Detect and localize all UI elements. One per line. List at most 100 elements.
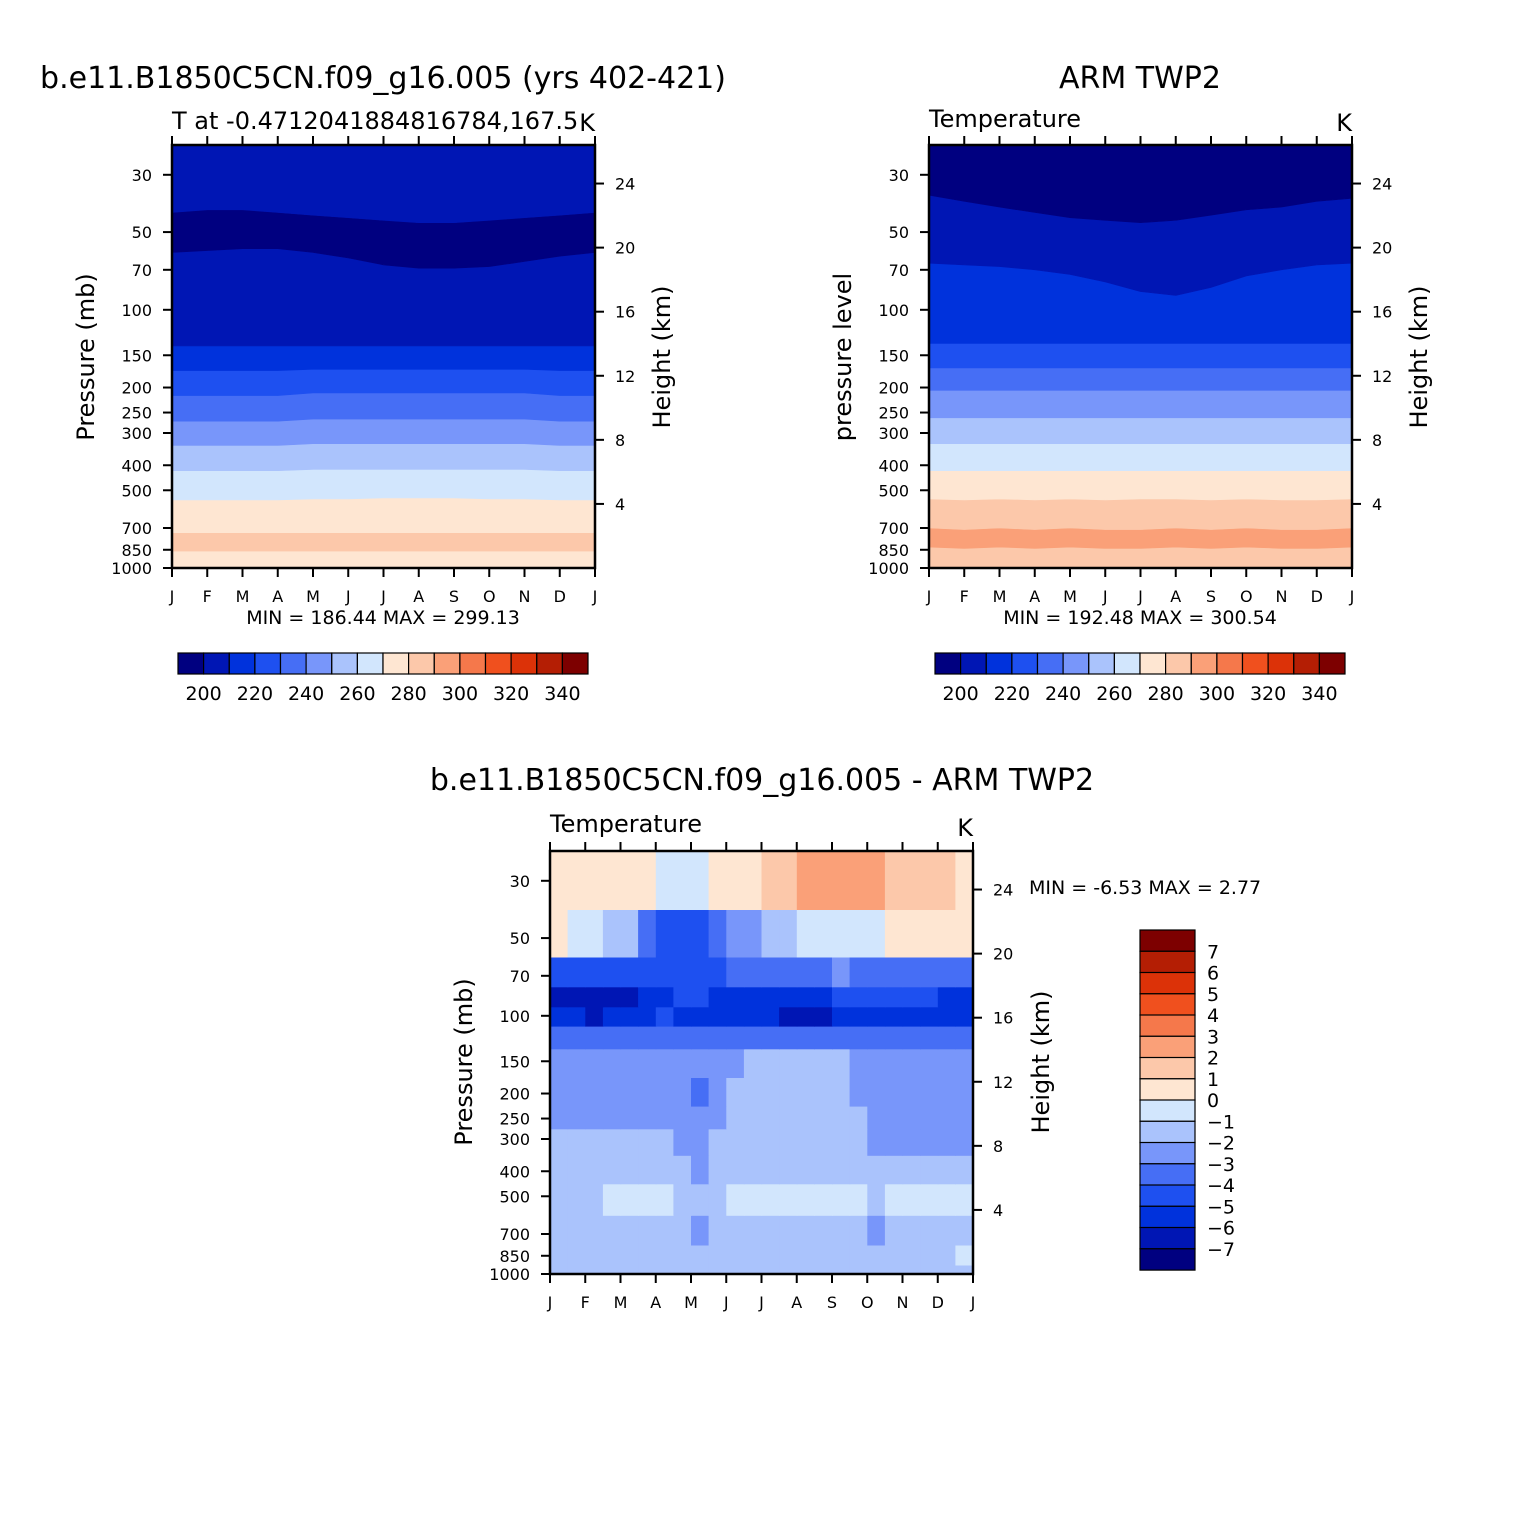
temperature-band <box>928 367 1353 391</box>
colorbar-box <box>305 652 333 675</box>
colorbar-label: 260 <box>1096 683 1132 705</box>
difference-cell <box>884 1128 904 1156</box>
panel-difference-stats: MIN = -6.53 MAX = 2.77 <box>1029 877 1261 899</box>
difference-cell <box>796 851 815 910</box>
x-tick-label: J <box>1349 587 1355 606</box>
difference-cell <box>673 1264 692 1275</box>
difference-cell <box>708 986 727 1008</box>
difference-cell <box>567 1026 586 1050</box>
x-tick-label: A <box>650 1293 661 1312</box>
difference-cell <box>673 1155 692 1185</box>
difference-cell <box>761 956 780 988</box>
difference-cell <box>761 1244 780 1266</box>
difference-cell <box>550 909 569 958</box>
temperature-band <box>928 343 1353 369</box>
colorbar-box <box>1216 652 1244 675</box>
difference-cell <box>955 1244 974 1266</box>
difference-cell <box>743 909 763 958</box>
colorbar-box <box>1190 652 1218 675</box>
difference-cell <box>726 1106 745 1130</box>
difference-cell <box>708 1026 727 1050</box>
x-tick-label: F <box>581 1293 590 1312</box>
difference-cell <box>832 851 851 910</box>
difference-cell <box>726 1006 745 1027</box>
difference-cell <box>602 1183 622 1216</box>
difference-cell <box>761 851 780 910</box>
difference-cell <box>955 1077 974 1107</box>
difference-cell <box>602 851 622 910</box>
difference-cell <box>567 1006 586 1027</box>
y-tick-label: 850 <box>499 1247 530 1266</box>
difference-cell <box>867 1077 886 1107</box>
height-tick-label: 4 <box>615 495 625 514</box>
panel-difference-contour-fill <box>550 851 974 1275</box>
difference-cell <box>602 1006 622 1027</box>
x-tick-label: J <box>926 587 932 606</box>
difference-cell <box>796 956 815 988</box>
difference-cell <box>867 909 886 958</box>
height-tick-label: 8 <box>1372 431 1382 450</box>
colorbar-box <box>1139 1163 1196 1186</box>
difference-cell <box>937 1048 956 1078</box>
difference-cell <box>638 1026 657 1050</box>
difference-cell <box>796 1183 815 1216</box>
temperature-band <box>928 417 1353 444</box>
difference-cell <box>796 1106 815 1130</box>
difference-cell <box>867 1128 886 1156</box>
difference-cell <box>743 1006 763 1027</box>
colorbar-box <box>382 652 410 675</box>
difference-cell <box>708 1128 727 1156</box>
panel-difference-right-axis-label: Height (km) <box>1027 991 1055 1134</box>
x-tick-label: M <box>684 1293 698 1312</box>
difference-cell <box>814 1106 833 1130</box>
y-tick-label: 250 <box>878 404 909 423</box>
difference-cell <box>638 1048 657 1078</box>
colorbar-box <box>408 652 435 675</box>
y-tick-label: 50 <box>510 929 530 948</box>
difference-cell <box>655 1264 674 1275</box>
difference-cell <box>708 1183 727 1216</box>
x-tick-label: A <box>413 587 424 606</box>
difference-cell <box>602 986 622 1008</box>
difference-cell <box>743 1026 763 1050</box>
difference-cell <box>849 1048 868 1078</box>
difference-cell <box>814 1155 833 1185</box>
panel-model-stats: MIN = 186.44 MAX = 299.13 <box>246 607 520 629</box>
difference-cell <box>567 909 586 958</box>
difference-cell <box>726 956 745 988</box>
x-tick-label: N <box>1276 587 1288 606</box>
difference-cell <box>655 1026 674 1050</box>
x-tick-label: M <box>614 1293 628 1312</box>
x-tick-label: J <box>1102 587 1108 606</box>
difference-cell <box>743 1077 763 1107</box>
panel-model: b.e11.B1850C5CN.f09_g16.005 (yrs 402-421… <box>40 61 726 705</box>
difference-cell <box>937 1155 956 1185</box>
difference-cell <box>550 1155 569 1185</box>
y-tick-label: 100 <box>878 301 909 320</box>
difference-cell <box>761 1155 780 1185</box>
difference-cell <box>602 956 622 988</box>
difference-cell <box>955 1264 974 1275</box>
difference-cell <box>761 909 780 958</box>
difference-cell <box>849 1077 868 1107</box>
difference-cell <box>920 1077 939 1107</box>
difference-cell <box>884 1264 904 1275</box>
difference-cell <box>602 1128 622 1156</box>
difference-cell <box>849 1128 868 1156</box>
height-tick-label: 16 <box>615 303 635 322</box>
difference-cell <box>743 1048 763 1078</box>
difference-cell <box>743 1128 763 1156</box>
temperature-band <box>928 470 1353 501</box>
colorbar-box <box>959 652 987 675</box>
difference-cell <box>955 1106 974 1130</box>
colorbar-box <box>561 652 589 675</box>
difference-cell <box>691 986 710 1008</box>
difference-cell <box>638 1077 657 1107</box>
panel-obs-right-axis-label: Height (km) <box>1405 286 1433 429</box>
difference-cell <box>832 1264 851 1275</box>
difference-cell <box>832 1006 851 1027</box>
colorbar-label: 5 <box>1207 984 1219 1006</box>
height-tick-label: 8 <box>993 1137 1003 1156</box>
